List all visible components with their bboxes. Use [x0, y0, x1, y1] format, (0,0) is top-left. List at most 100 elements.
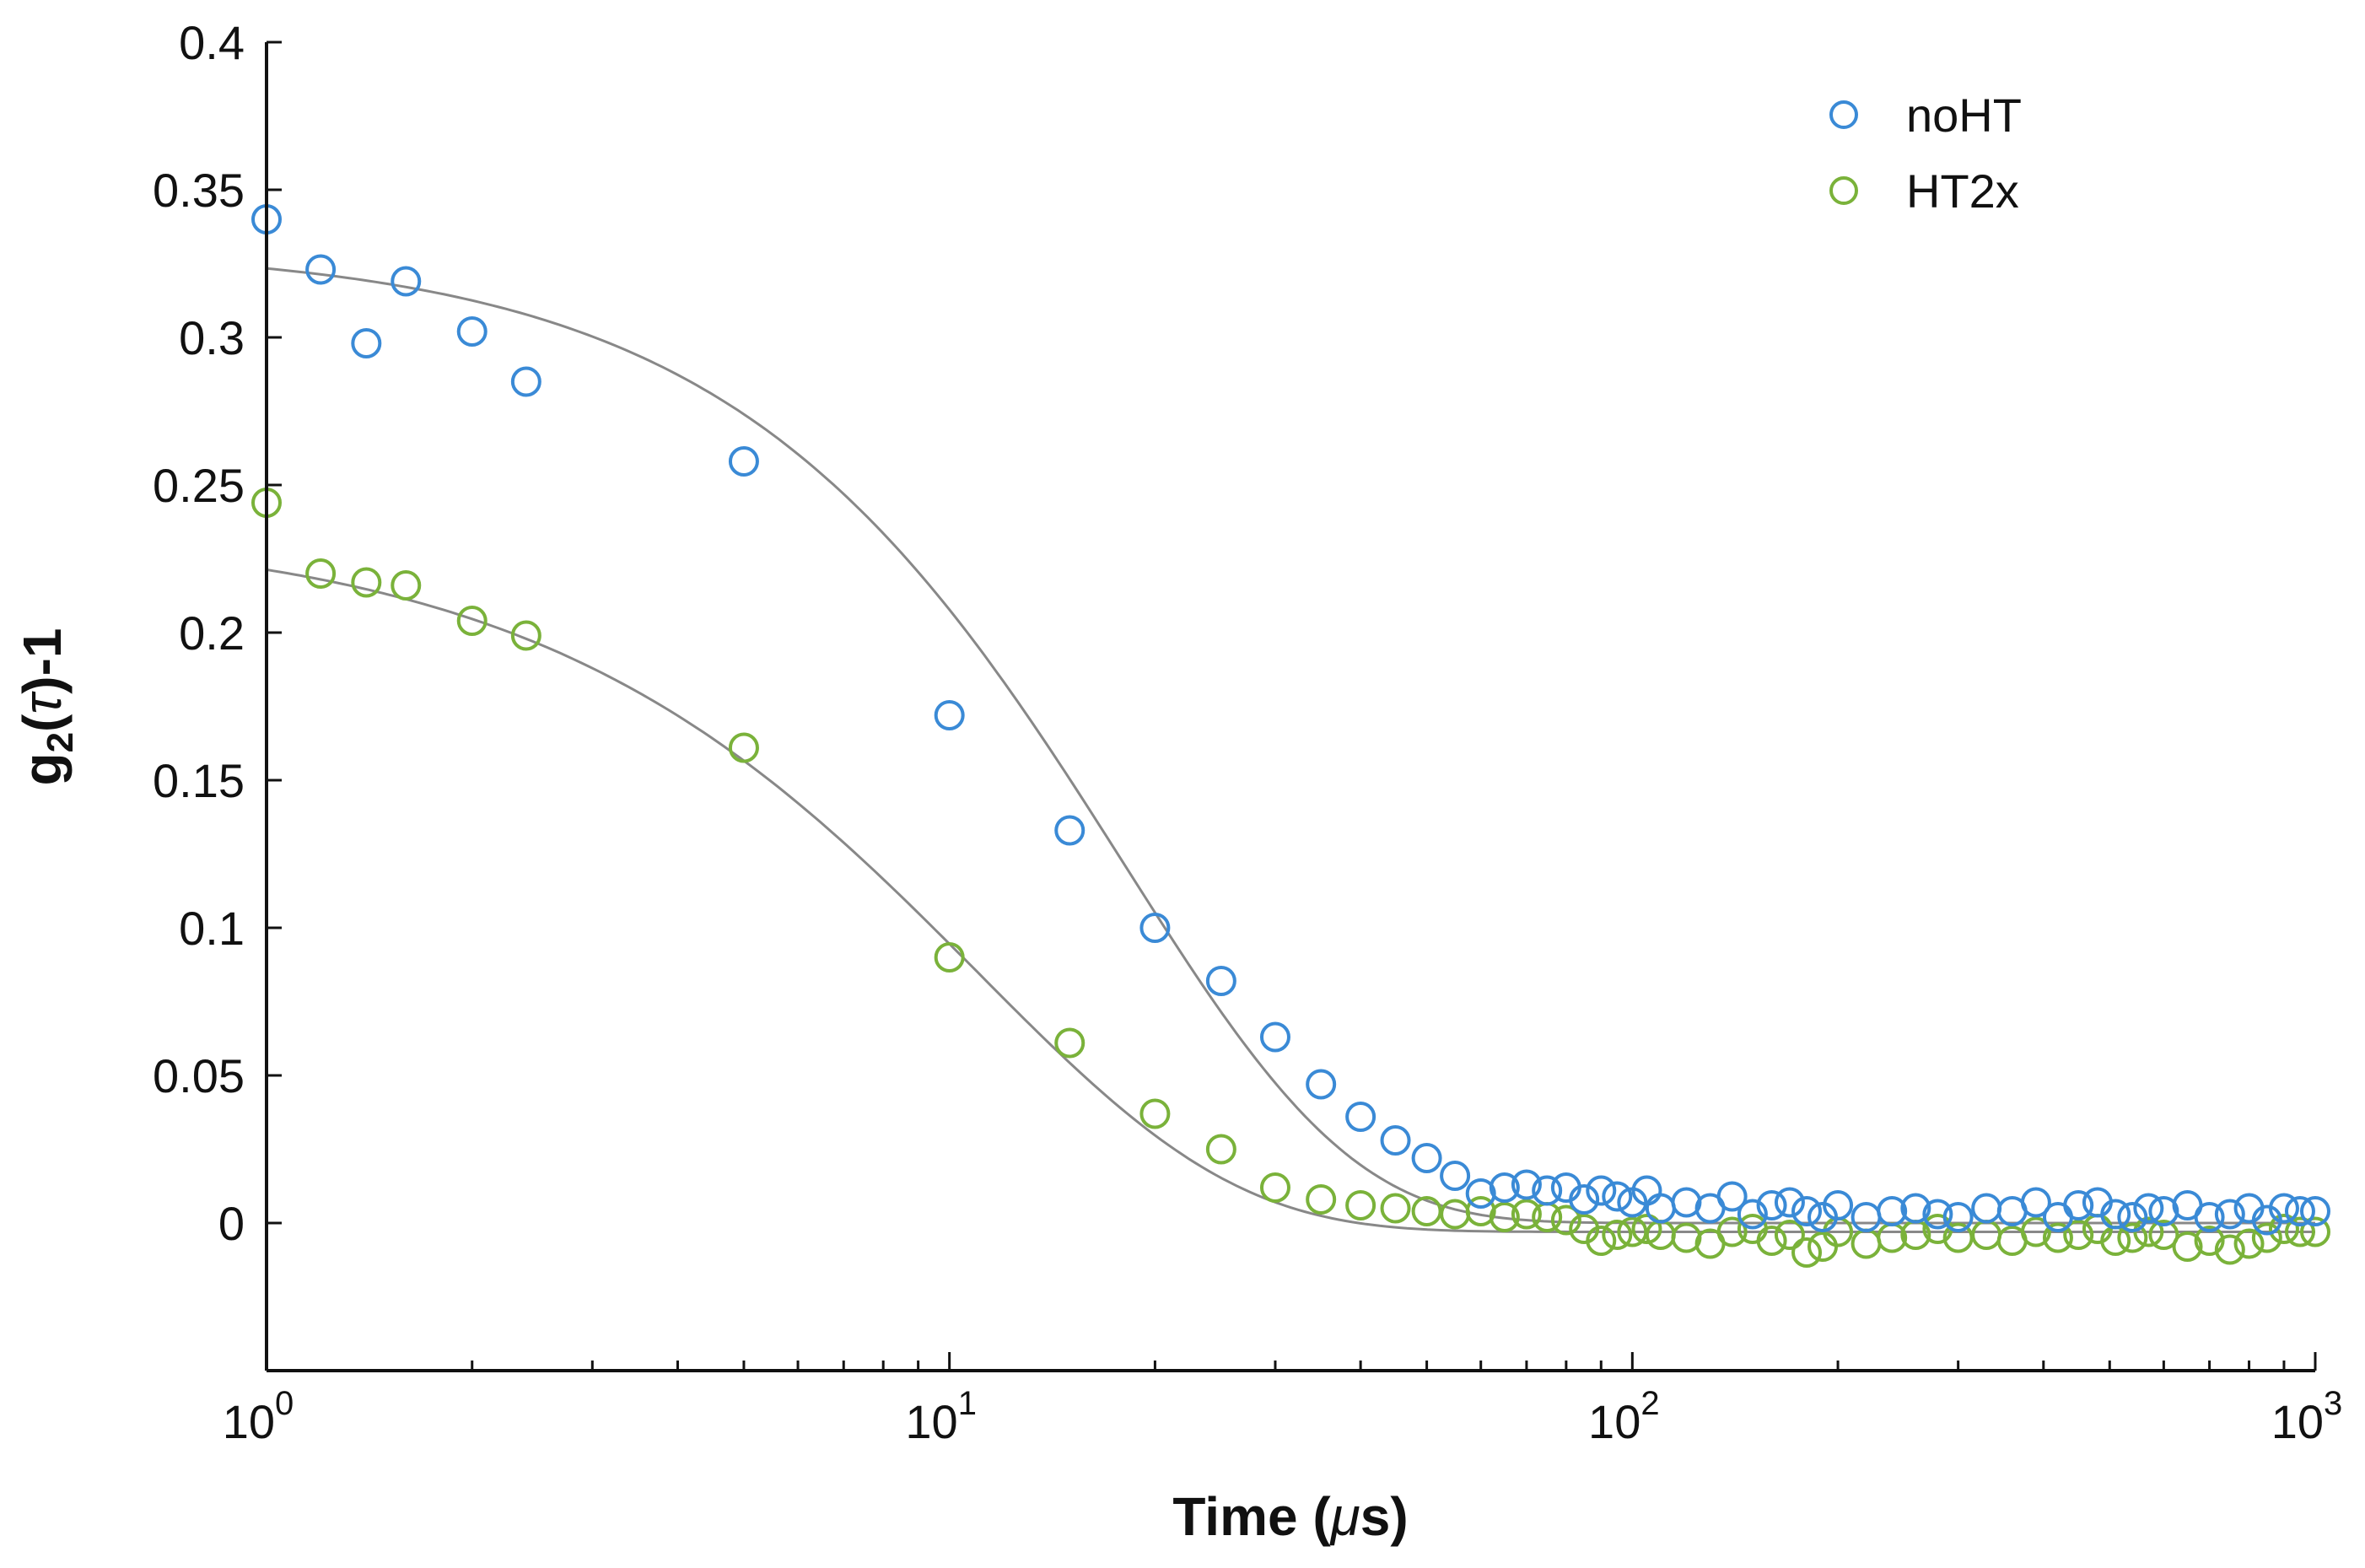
- point-HT2x: [1345, 1190, 1376, 1220]
- legend-label-noHT: noHT: [1906, 89, 2022, 142]
- y-tick-label: 0: [218, 1197, 245, 1250]
- point-noHT: [2268, 1193, 2299, 1224]
- point-noHT: [1737, 1199, 1768, 1230]
- point-HT2x: [1205, 1134, 1236, 1165]
- point-noHT: [2100, 1199, 2131, 1230]
- point-noHT: [2020, 1187, 2051, 1218]
- point-noHT: [1602, 1181, 1633, 1212]
- point-noHT: [2063, 1190, 2094, 1220]
- point-HT2x: [1532, 1202, 1563, 1232]
- legend-marker-noHT: [1829, 100, 1858, 129]
- ticks: 0 0.05 0.1 0.15 0.2 0.25 0.3 0.35 0.4 100 101 102 10…: [153, 16, 2342, 1448]
- point-HT2x: [1774, 1220, 1805, 1250]
- point-HT2x: [1511, 1199, 1542, 1230]
- fit-curve: [266, 568, 2315, 1233]
- point-HT2x: [2251, 1222, 2282, 1253]
- point-HT2x: [351, 567, 382, 598]
- point-HT2x: [456, 606, 488, 636]
- point-noHT: [1900, 1193, 1931, 1224]
- point-noHT: [1054, 815, 1086, 846]
- point-HT2x: [1671, 1222, 1702, 1253]
- point-HT2x: [2148, 1220, 2179, 1250]
- point-HT2x: [2268, 1214, 2299, 1244]
- data-points: [251, 204, 2330, 1268]
- y-tick-label: 0.1: [179, 902, 245, 955]
- point-HT2x: [1756, 1226, 1787, 1256]
- point-HT2x: [1306, 1184, 1337, 1215]
- point-noHT: [2194, 1202, 2225, 1232]
- point-HT2x: [1259, 1172, 1290, 1203]
- point-HT2x: [2172, 1231, 2203, 1262]
- point-noHT: [1380, 1125, 1411, 1156]
- x-tick-label: 103: [2271, 1385, 2343, 1448]
- point-HT2x: [2300, 1216, 2330, 1247]
- point-noHT: [391, 266, 422, 297]
- legend: noHT HT2x: [1829, 89, 2022, 218]
- point-noHT: [1411, 1143, 1442, 1173]
- point-noHT: [1532, 1175, 1563, 1206]
- point-noHT: [728, 446, 759, 477]
- point-noHT: [456, 316, 488, 347]
- point-noHT: [1942, 1202, 1974, 1232]
- point-noHT: [1823, 1190, 1854, 1220]
- point-HT2x: [510, 620, 541, 651]
- axes: [265, 42, 2315, 1372]
- point-HT2x: [2020, 1216, 2051, 1247]
- legend-marker-HT2x: [1829, 176, 1858, 205]
- y-tick-label: 0.25: [153, 459, 245, 512]
- point-noHT: [1791, 1196, 1823, 1226]
- point-noHT: [2148, 1196, 2179, 1226]
- point-HT2x: [1054, 1027, 1086, 1059]
- point-noHT: [351, 328, 382, 358]
- point-HT2x: [1465, 1196, 1496, 1226]
- point-noHT: [1511, 1169, 1542, 1200]
- point-HT2x: [1971, 1220, 2002, 1250]
- point-noHT: [1306, 1069, 1337, 1100]
- x-axis-title: Time (μs): [1172, 1486, 1408, 1547]
- point-HT2x: [2233, 1228, 2265, 1259]
- x-tick-label: 101: [905, 1385, 977, 1448]
- y-tick-label: 0.3: [179, 311, 245, 364]
- y-tick-label: 0.35: [153, 164, 245, 217]
- y-tick-label: 0.15: [153, 754, 245, 807]
- point-noHT: [2042, 1202, 2073, 1232]
- point-HT2x: [1380, 1193, 1411, 1224]
- point-HT2x: [1139, 1098, 1171, 1129]
- point-noHT: [2117, 1202, 2148, 1232]
- y-axis-title: g2(τ)-1: [12, 628, 81, 785]
- point-noHT: [1440, 1161, 1471, 1191]
- point-HT2x: [728, 732, 759, 763]
- point-HT2x: [2214, 1234, 2245, 1265]
- point-noHT: [1586, 1175, 1617, 1206]
- point-noHT: [1877, 1196, 1908, 1226]
- point-noHT: [1671, 1187, 1702, 1218]
- point-HT2x: [2117, 1222, 2148, 1253]
- point-noHT: [1922, 1199, 1953, 1230]
- point-noHT: [1569, 1184, 1600, 1215]
- point-HT2x: [1586, 1226, 1617, 1256]
- point-noHT: [1971, 1193, 2002, 1224]
- point-HT2x: [2063, 1220, 2094, 1250]
- point-HT2x: [1440, 1199, 1471, 1230]
- point-HT2x: [1716, 1216, 1748, 1247]
- point-HT2x: [2042, 1222, 2073, 1253]
- point-HT2x: [1851, 1228, 1882, 1259]
- point-HT2x: [391, 570, 422, 601]
- point-HT2x: [2194, 1226, 2225, 1256]
- fit-curves: [266, 267, 2315, 1233]
- point-HT2x: [934, 942, 965, 973]
- y-tick-label: 0.05: [153, 1049, 245, 1102]
- point-HT2x: [1807, 1231, 1839, 1262]
- point-HT2x: [1489, 1202, 1520, 1232]
- point-noHT: [934, 700, 965, 730]
- point-noHT: [1259, 1021, 1290, 1053]
- point-noHT: [1774, 1187, 1805, 1218]
- y-tick-label: 0.2: [179, 606, 245, 660]
- point-noHT: [1205, 966, 1236, 996]
- point-noHT: [1851, 1202, 1882, 1232]
- point-HT2x: [305, 558, 337, 589]
- point-noHT: [2300, 1196, 2330, 1226]
- point-noHT: [1345, 1102, 1376, 1132]
- x-tick-label: 102: [1588, 1385, 1660, 1448]
